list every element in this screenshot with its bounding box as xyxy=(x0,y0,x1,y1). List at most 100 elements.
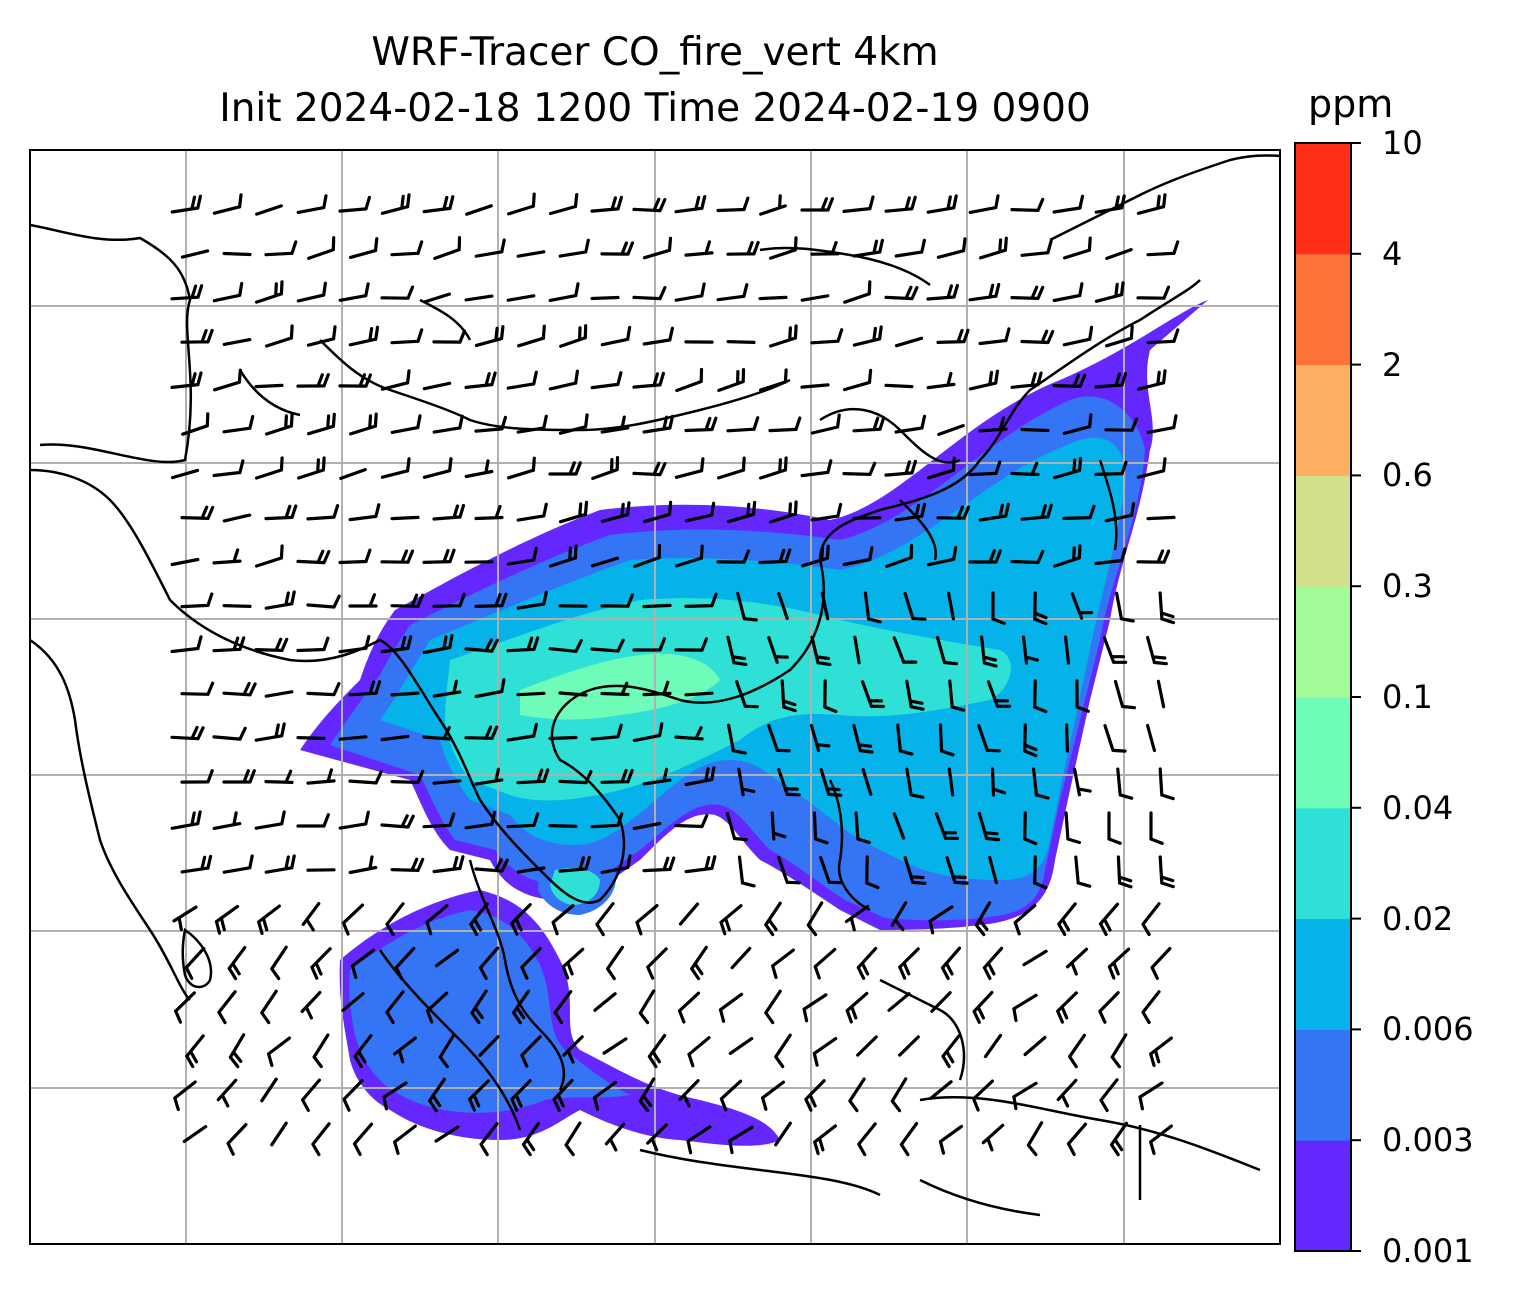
wind-barb xyxy=(434,948,460,968)
wind-barb xyxy=(380,369,411,391)
wind-barb xyxy=(311,1122,331,1157)
wind-barb xyxy=(301,1078,321,1112)
wind-barb xyxy=(306,682,341,697)
wind-barb xyxy=(981,1123,1005,1152)
wind-barb xyxy=(592,1080,618,1111)
wind-barb xyxy=(390,769,425,784)
wind-barb xyxy=(434,1125,460,1143)
colorbar-tick-label: 0.001 xyxy=(1382,1232,1474,1270)
wind-barb xyxy=(422,812,456,829)
wind-barb xyxy=(716,283,749,302)
wind-barb xyxy=(810,328,844,345)
wind-barb xyxy=(264,854,296,874)
wind-barb xyxy=(1141,990,1161,1025)
wind-barb xyxy=(600,593,634,608)
wind-barb xyxy=(558,413,589,435)
wind-barb xyxy=(296,736,326,740)
wind-barb xyxy=(674,813,709,829)
wind-barb xyxy=(728,1125,754,1155)
wind-barb xyxy=(1010,549,1045,565)
wind-barb xyxy=(301,902,321,932)
wind-barb xyxy=(425,991,449,1024)
wind-barb xyxy=(940,946,962,980)
wind-barb xyxy=(684,855,717,874)
wind-barb xyxy=(980,635,998,668)
wind-barb xyxy=(1032,767,1050,800)
wind-barb xyxy=(380,457,411,479)
wind-barb xyxy=(884,383,914,389)
wind-barb xyxy=(470,989,488,1025)
wind-barb xyxy=(222,414,255,434)
wind-barb xyxy=(474,767,504,786)
wind-barb xyxy=(1065,723,1069,753)
wind-barb xyxy=(972,1079,994,1112)
wind-barb xyxy=(780,679,797,713)
wind-barb xyxy=(642,856,676,873)
wind-barb xyxy=(338,282,370,302)
wind-barb xyxy=(1064,811,1081,845)
wind-barb xyxy=(717,368,746,392)
wind-barb xyxy=(810,413,841,435)
wind-barb xyxy=(1104,417,1139,432)
wind-barb xyxy=(1010,285,1045,300)
wind-barb xyxy=(735,680,759,709)
wind-barb xyxy=(425,904,449,936)
wind-barb xyxy=(769,500,798,524)
wind-barb xyxy=(759,368,788,392)
wind-barb xyxy=(348,855,378,875)
wind-barb xyxy=(677,991,701,1024)
wind-barb xyxy=(226,1123,248,1156)
wind-barb xyxy=(1023,723,1038,758)
wind-barb xyxy=(257,904,281,935)
wind-barb xyxy=(516,768,550,785)
wind-barb xyxy=(1033,591,1048,626)
wind-barb xyxy=(590,723,623,741)
wind-barb xyxy=(948,679,966,712)
wind-barb xyxy=(991,591,1006,625)
wind-barb xyxy=(562,1035,584,1064)
colorbar-frame xyxy=(1294,142,1352,1252)
wind-barb xyxy=(1149,1124,1173,1155)
wind-barb xyxy=(516,250,546,258)
wind-barb xyxy=(380,285,415,300)
wind-barb xyxy=(852,416,886,433)
wind-barb xyxy=(813,947,837,980)
wind-barb xyxy=(1158,767,1175,801)
wind-barb xyxy=(1099,1078,1119,1113)
wind-barb xyxy=(1113,679,1136,710)
wind-barb xyxy=(306,325,337,347)
wind-barb xyxy=(1158,591,1175,625)
wind-barb xyxy=(674,726,704,741)
wind-barb xyxy=(438,1033,456,1069)
wind-barb xyxy=(352,1122,374,1156)
wind-barb xyxy=(382,1081,408,1111)
wind-barb xyxy=(898,1035,920,1057)
wind-barb xyxy=(1056,991,1078,1024)
wind-barb xyxy=(600,241,634,256)
wind-barb xyxy=(548,639,583,653)
wind-barb xyxy=(1146,515,1176,521)
wind-barb xyxy=(905,767,925,799)
wind-barb xyxy=(809,723,831,753)
colorbar-unit-label: ppm xyxy=(1308,82,1394,126)
wind-barb xyxy=(716,196,750,213)
wind-barb xyxy=(548,193,579,216)
wind-barb xyxy=(520,947,542,980)
wind-barb xyxy=(768,416,802,433)
wind-barb xyxy=(590,195,623,213)
wind-barb xyxy=(1146,328,1180,345)
wind-barb xyxy=(642,680,672,697)
wind-barb xyxy=(926,545,958,567)
wind-barb xyxy=(479,1122,499,1157)
colorbar-swatch xyxy=(1295,253,1351,366)
wind-barb xyxy=(385,990,405,1025)
wind-barb xyxy=(170,371,203,389)
wind-barb xyxy=(1052,282,1084,303)
wind-barb xyxy=(1136,457,1167,479)
wind-barb xyxy=(478,1035,500,1057)
wind-barb xyxy=(1020,427,1050,433)
wind-barb xyxy=(306,768,336,785)
wind-barb xyxy=(464,294,494,302)
wind-barb xyxy=(212,281,244,303)
wind-barb xyxy=(633,544,662,568)
